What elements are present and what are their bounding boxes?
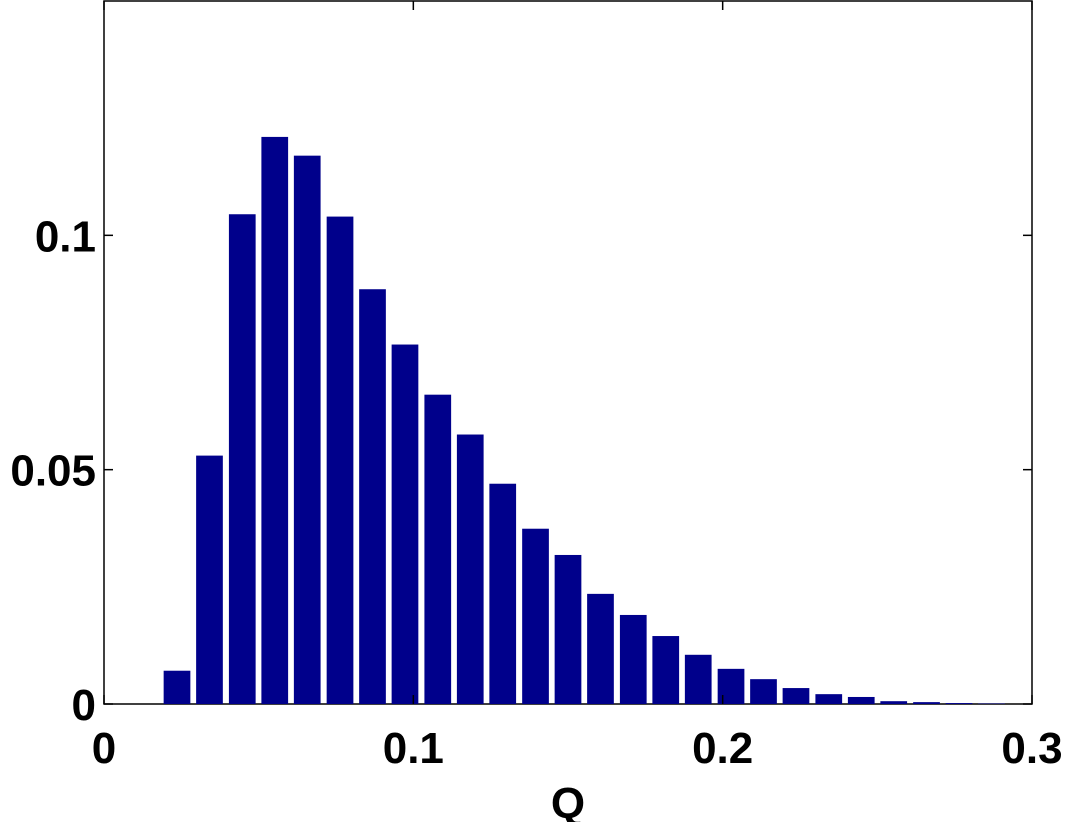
bar [294, 156, 321, 704]
bar [652, 636, 679, 704]
bar [913, 702, 940, 704]
bar [718, 669, 745, 704]
bar [685, 655, 712, 704]
bar [489, 484, 516, 704]
x-tick-label: 0.1 [383, 724, 444, 773]
x-tick-label: 0.3 [1001, 724, 1062, 773]
y-tick-label: 0.05 [10, 447, 96, 496]
x-tick-label: 0.2 [692, 724, 753, 773]
bar [261, 137, 288, 704]
bar [848, 697, 875, 704]
y-tick-label: 0 [72, 681, 96, 730]
bar [164, 671, 191, 704]
bar [196, 456, 223, 704]
x-tick-label: 0 [92, 724, 116, 773]
bar [946, 703, 973, 704]
bar [555, 555, 582, 704]
bar [359, 289, 386, 704]
bar [392, 345, 419, 704]
bar [587, 594, 614, 704]
bar [783, 688, 810, 704]
bar [327, 217, 354, 704]
y-tick-label: 0.1 [35, 212, 96, 261]
bar [880, 701, 907, 704]
bar [424, 395, 451, 704]
x-axis-label: Q [551, 779, 585, 822]
bar [522, 529, 549, 704]
bar [457, 435, 484, 704]
bar [815, 694, 842, 704]
bar [229, 214, 256, 704]
bar [750, 679, 777, 704]
bar [620, 615, 647, 704]
